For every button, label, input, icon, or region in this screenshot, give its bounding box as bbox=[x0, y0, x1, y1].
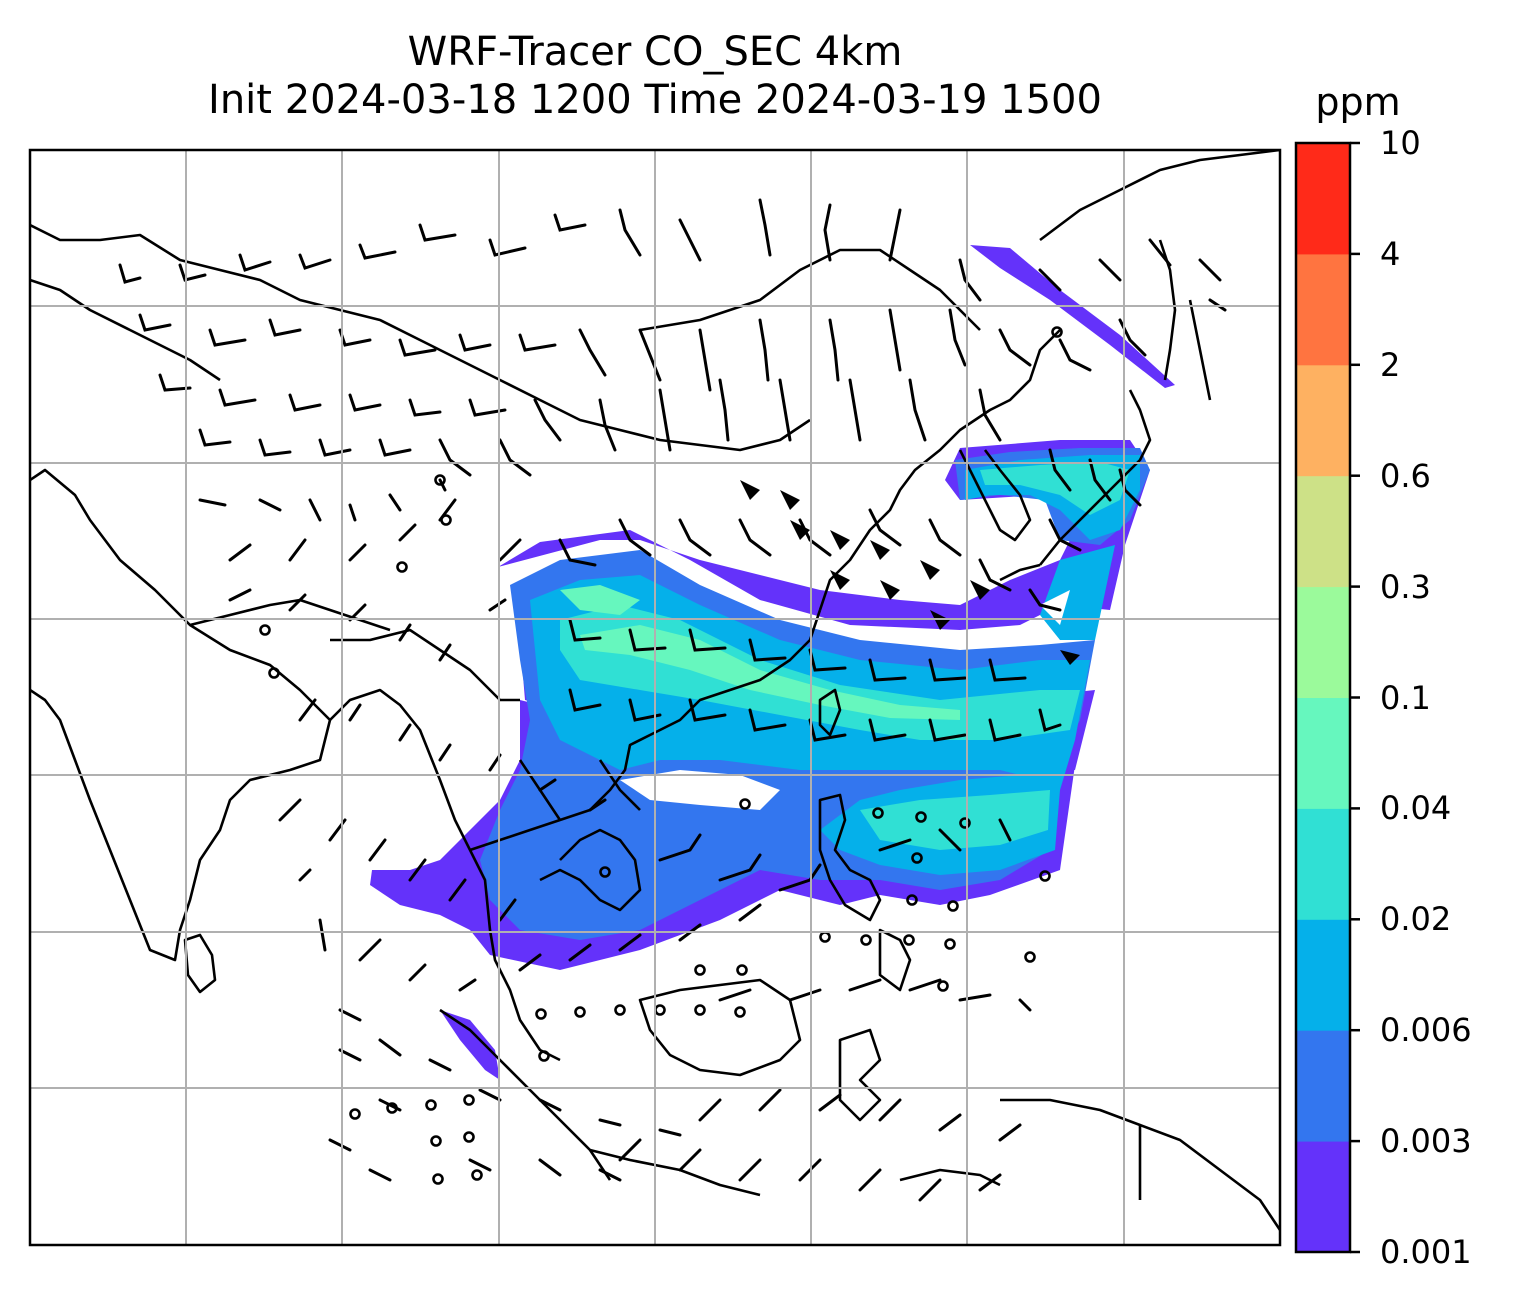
wind-barb-flags bbox=[740, 480, 1080, 665]
coast-indochina bbox=[469, 609, 822, 852]
colorbar-tick-label: 0.04 bbox=[1380, 789, 1452, 828]
colorbar-tick-label: 0.6 bbox=[1380, 456, 1431, 495]
colorbar-tick-label: 0.006 bbox=[1380, 1011, 1472, 1050]
map-plot-area bbox=[30, 150, 1280, 1245]
plume-hole-1 bbox=[620, 770, 780, 810]
coast-taiwan bbox=[818, 688, 842, 737]
colorbar-tick-label: 2 bbox=[1380, 345, 1401, 384]
colorbar-tick-label: 4 bbox=[1380, 234, 1401, 273]
coast-sulawesi bbox=[838, 1028, 882, 1122]
plume-streak-ne bbox=[970, 245, 1175, 388]
border-china-sw bbox=[330, 628, 520, 702]
coast-india bbox=[30, 468, 332, 962]
plume-band-0006-east bbox=[1040, 545, 1115, 640]
colorbar-segment bbox=[1296, 1141, 1350, 1253]
colorbar-tick-label: 0.3 bbox=[1380, 567, 1431, 606]
coast-russia-ne bbox=[1039, 150, 1280, 242]
border-china-north bbox=[639, 248, 981, 332]
coast-borneo bbox=[638, 978, 802, 1077]
colorbar bbox=[1296, 141, 1360, 1254]
colorbar-segment bbox=[1296, 1030, 1350, 1142]
plume-band-002-east bbox=[860, 790, 1050, 850]
coast-newguinea bbox=[1000, 1098, 1280, 1231]
colorbar-segment bbox=[1296, 808, 1350, 920]
colorbar-segment bbox=[1296, 253, 1350, 366]
coast-java bbox=[589, 1148, 761, 1197]
map-frame bbox=[28, 148, 1282, 1247]
title-line-2: Init 2024-03-18 1200 Time 2024-03-19 150… bbox=[208, 77, 1102, 123]
colorbar-frame bbox=[1294, 141, 1352, 1254]
coast-timor bbox=[899, 1168, 1001, 1187]
plume-patch-malacca bbox=[440, 1010, 500, 1080]
title-line-1: WRF-Tracer CO_SEC 4km bbox=[407, 29, 903, 75]
coast-mongolia-border bbox=[30, 223, 811, 452]
gridlines bbox=[30, 150, 1280, 1245]
colorbar-segment bbox=[1296, 697, 1350, 809]
colorbar-segment bbox=[1296, 586, 1350, 698]
colorbar-tick-label: 0.001 bbox=[1380, 1233, 1472, 1271]
colorbar-segment bbox=[1296, 919, 1350, 1031]
coast-china-east bbox=[818, 329, 1061, 611]
border-himalaya bbox=[189, 598, 391, 632]
coast-srilanka bbox=[183, 933, 217, 994]
colorbar-tick-label: 0.003 bbox=[1380, 1122, 1472, 1161]
coast-philippines bbox=[818, 793, 912, 992]
colorbar-tick-label: 0.1 bbox=[1380, 678, 1431, 717]
tracer-plume bbox=[370, 245, 1175, 1080]
colorbar-segment bbox=[1296, 143, 1350, 255]
colorbar-unit-label: ppm bbox=[1315, 80, 1401, 124]
coast-gulf-thailand bbox=[539, 828, 642, 912]
colorbar-segment bbox=[1296, 364, 1350, 477]
plume-band-004-b bbox=[560, 585, 640, 615]
map-title: WRF-Tracer CO_SEC 4km Init 2024-03-18 12… bbox=[30, 28, 1280, 124]
colorbar-tick-label: 10 bbox=[1380, 124, 1421, 162]
colorbar-segment bbox=[1296, 475, 1350, 588]
coast-japan bbox=[999, 389, 1152, 582]
plume-band-004 bbox=[580, 625, 960, 720]
coast-korea bbox=[958, 449, 1032, 542]
colorbar-tick-label: 0.02 bbox=[1380, 900, 1452, 939]
border-west-asia bbox=[30, 278, 221, 382]
